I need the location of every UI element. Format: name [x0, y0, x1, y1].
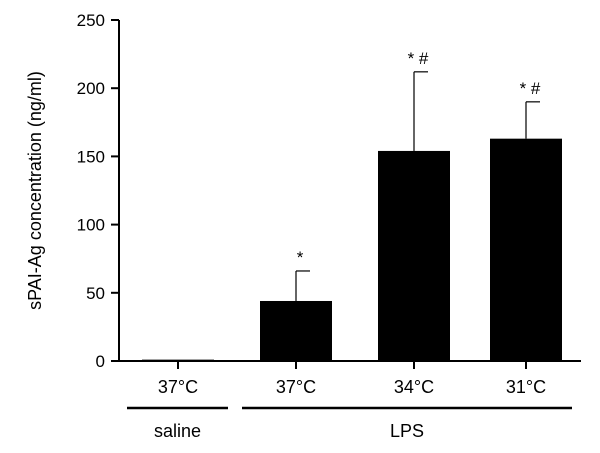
significance-label-2: * #	[408, 49, 429, 68]
significance-label-3: * #	[520, 79, 541, 98]
y-tick-label: 150	[77, 147, 105, 166]
group-label-0: saline	[154, 421, 201, 441]
x-tick-label-0: 37°C	[158, 377, 198, 397]
x-tick-label-1: 37°C	[276, 377, 316, 397]
bar-0	[142, 359, 214, 361]
bar-2	[378, 150, 450, 361]
y-tick-label: 250	[77, 11, 105, 30]
y-tick-label: 100	[77, 216, 105, 235]
y-tick-label: 50	[86, 284, 105, 303]
x-tick-label-2: 34°C	[394, 377, 434, 397]
labels: 0 50 100 150 200 250 sPAI-Ag concentration (ng…	[25, 11, 546, 441]
bar-1	[260, 300, 332, 361]
bar-3	[490, 138, 562, 361]
group-label-1: LPS	[390, 421, 424, 441]
y-tick-label: 0	[96, 352, 105, 371]
significance-label-1: *	[297, 248, 304, 267]
y-axis-label: sPAI-Ag concentration (ng/ml)	[25, 71, 45, 310]
y-tick-label: 200	[77, 79, 105, 98]
x-tick-label-3: 31°C	[506, 377, 546, 397]
bars	[142, 71, 562, 361]
